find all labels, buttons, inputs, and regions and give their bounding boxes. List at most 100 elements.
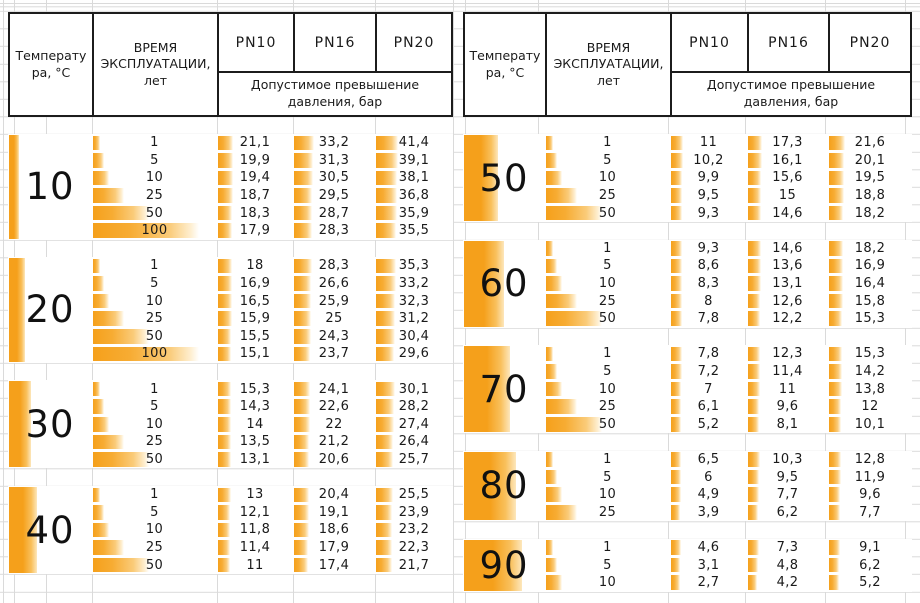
pn16-cell[interactable]: 30,5 — [293, 169, 375, 187]
pn10-cell[interactable]: 7 — [670, 380, 747, 398]
pn10-cell[interactable]: 12,1 — [217, 504, 293, 522]
years-cell[interactable]: 50 — [545, 416, 670, 434]
pn10-cell[interactable]: 8,6 — [670, 257, 747, 275]
pn10-cell[interactable]: 7,2 — [670, 363, 747, 381]
pn10-cell[interactable]: 15,3 — [217, 380, 293, 398]
pn16-cell[interactable]: 4,2 — [747, 574, 828, 592]
pn16-cell[interactable]: 12,3 — [747, 345, 828, 363]
pn16-cell[interactable]: 9,6 — [747, 398, 828, 416]
pn20-cell[interactable]: 13,8 — [828, 380, 912, 398]
pn20-cell[interactable]: 19,5 — [828, 169, 912, 187]
years-cell[interactable]: 50 — [545, 310, 670, 328]
pn16-cell[interactable]: 20,4 — [293, 486, 375, 504]
pn10-cell[interactable]: 9,3 — [670, 204, 747, 222]
years-cell[interactable]: 10 — [545, 275, 670, 293]
pn16-cell[interactable]: 18,6 — [293, 521, 375, 539]
pn16-cell[interactable]: 33,2 — [293, 134, 375, 152]
years-cell[interactable]: 1 — [545, 539, 670, 557]
years-cell[interactable]: 50 — [92, 451, 217, 469]
years-cell[interactable]: 100 — [92, 222, 217, 240]
header-pn16-cell[interactable]: PN16 — [295, 14, 377, 71]
pn10-cell[interactable]: 3,1 — [670, 556, 747, 574]
temp-cell[interactable]: 70 — [463, 345, 545, 433]
pn16-cell[interactable]: 6,2 — [747, 504, 828, 522]
temp-cell[interactable]: 90 — [463, 539, 545, 592]
header-temperature-cell[interactable]: Температура, °C — [465, 14, 547, 115]
years-cell[interactable]: 1 — [545, 240, 670, 258]
years-cell[interactable]: 5 — [92, 504, 217, 522]
years-cell[interactable]: 10 — [545, 380, 670, 398]
pn16-cell[interactable]: 25,9 — [293, 292, 375, 310]
pn16-cell[interactable]: 12,6 — [747, 292, 828, 310]
pn10-cell[interactable]: 19,9 — [217, 152, 293, 170]
years-cell[interactable]: 25 — [92, 539, 217, 557]
years-cell[interactable]: 25 — [92, 433, 217, 451]
pn16-cell[interactable]: 14,6 — [747, 204, 828, 222]
years-cell[interactable]: 25 — [545, 187, 670, 205]
pn16-cell[interactable]: 26,6 — [293, 275, 375, 293]
pn20-cell[interactable]: 36,8 — [375, 187, 453, 205]
temp-cell[interactable]: 40 — [8, 486, 92, 574]
pn10-cell[interactable]: 13,1 — [217, 451, 293, 469]
pn10-cell[interactable]: 8,3 — [670, 275, 747, 293]
years-cell[interactable]: 1 — [92, 257, 217, 275]
header-time-cell[interactable]: ВРЕМЯ ЭКСПЛУАТАЦИИ, лет — [94, 14, 219, 115]
pn20-cell[interactable]: 18,8 — [828, 187, 912, 205]
years-cell[interactable]: 100 — [92, 345, 217, 363]
pn16-cell[interactable]: 14,6 — [747, 240, 828, 258]
pn20-cell[interactable]: 21,6 — [828, 134, 912, 152]
pn20-cell[interactable]: 30,1 — [375, 380, 453, 398]
pn10-cell[interactable]: 14 — [217, 416, 293, 434]
pn20-cell[interactable]: 31,2 — [375, 310, 453, 328]
pn10-cell[interactable]: 3,9 — [670, 504, 747, 522]
years-cell[interactable]: 5 — [92, 152, 217, 170]
pn10-cell[interactable]: 9,3 — [670, 240, 747, 258]
years-cell[interactable]: 5 — [545, 257, 670, 275]
pn20-cell[interactable]: 21,7 — [375, 556, 453, 574]
temp-cell[interactable]: 50 — [463, 134, 545, 222]
pn16-cell[interactable]: 17,9 — [293, 539, 375, 557]
pn20-cell[interactable]: 38,1 — [375, 169, 453, 187]
pn10-cell[interactable]: 6 — [670, 468, 747, 486]
pn10-cell[interactable]: 18 — [217, 257, 293, 275]
pn20-cell[interactable]: 16,4 — [828, 275, 912, 293]
pn20-cell[interactable]: 30,4 — [375, 328, 453, 346]
header-pn10-cell[interactable]: PN10 — [672, 14, 749, 71]
pn20-cell[interactable]: 32,3 — [375, 292, 453, 310]
pn10-cell[interactable]: 11,8 — [217, 521, 293, 539]
pn20-cell[interactable]: 11,9 — [828, 468, 912, 486]
temp-cell[interactable]: 10 — [8, 134, 92, 240]
pn16-cell[interactable]: 28,3 — [293, 257, 375, 275]
years-cell[interactable]: 5 — [92, 398, 217, 416]
pn10-cell[interactable]: 11 — [670, 134, 747, 152]
years-cell[interactable]: 5 — [545, 556, 670, 574]
years-cell[interactable]: 1 — [92, 486, 217, 504]
pn20-cell[interactable]: 25,5 — [375, 486, 453, 504]
temp-cell[interactable]: 80 — [463, 451, 545, 521]
pn16-cell[interactable]: 21,2 — [293, 433, 375, 451]
pn16-cell[interactable]: 17,4 — [293, 556, 375, 574]
years-cell[interactable]: 1 — [545, 345, 670, 363]
pn16-cell[interactable]: 29,5 — [293, 187, 375, 205]
pn20-cell[interactable]: 25,7 — [375, 451, 453, 469]
pn20-cell[interactable]: 41,4 — [375, 134, 453, 152]
pn20-cell[interactable]: 15,8 — [828, 292, 912, 310]
pn16-cell[interactable]: 7,7 — [747, 486, 828, 504]
pn10-cell[interactable]: 13,5 — [217, 433, 293, 451]
temp-cell[interactable]: 30 — [8, 380, 92, 468]
header-subtitle-cell[interactable]: Допустимое превышение давления, бар — [672, 73, 910, 115]
pn16-cell[interactable]: 20,6 — [293, 451, 375, 469]
pn10-cell[interactable]: 19,4 — [217, 169, 293, 187]
years-cell[interactable]: 25 — [92, 310, 217, 328]
pn10-cell[interactable]: 9,9 — [670, 169, 747, 187]
pn20-cell[interactable]: 35,3 — [375, 257, 453, 275]
pn20-cell[interactable]: 16,9 — [828, 257, 912, 275]
pn20-cell[interactable]: 9,6 — [828, 486, 912, 504]
pn20-cell[interactable]: 10,1 — [828, 416, 912, 434]
pn10-cell[interactable]: 6,1 — [670, 398, 747, 416]
pn20-cell[interactable]: 33,2 — [375, 275, 453, 293]
years-cell[interactable]: 5 — [545, 152, 670, 170]
header-subtitle-cell[interactable]: Допустимое превышение давления, бар — [219, 73, 451, 115]
years-cell[interactable]: 50 — [92, 204, 217, 222]
pn10-cell[interactable]: 18,3 — [217, 204, 293, 222]
